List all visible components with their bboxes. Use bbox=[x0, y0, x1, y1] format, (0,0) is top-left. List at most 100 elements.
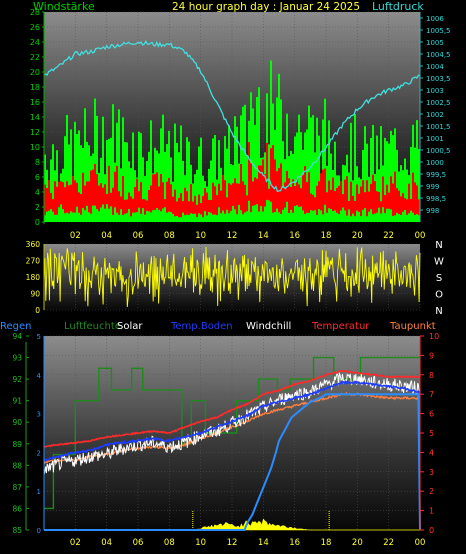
wind-mean-bar bbox=[180, 193, 182, 218]
wind-mean-bar bbox=[184, 187, 186, 216]
wind-mean-bar bbox=[82, 172, 84, 208]
wind-mean-bar bbox=[106, 194, 108, 205]
wind-mean-bar bbox=[200, 202, 202, 215]
wind-gust-bar bbox=[186, 137, 188, 222]
wind-mean-bar bbox=[160, 173, 162, 212]
wind-gust-bar bbox=[228, 125, 230, 222]
pressure-tick-label: 1004,5 bbox=[426, 51, 451, 59]
wind-mean-bar bbox=[320, 173, 322, 211]
wind-gust-bar bbox=[290, 150, 292, 222]
wind-gust-bar bbox=[410, 147, 412, 222]
wind-mean-bar bbox=[388, 192, 390, 209]
wind-gust-bar bbox=[112, 104, 114, 222]
wind-tick-label: 10 bbox=[30, 143, 40, 152]
wind-mean-bar bbox=[102, 187, 104, 205]
wind-gust-bar bbox=[342, 164, 344, 222]
wind-mean-bar bbox=[264, 174, 266, 207]
wind-mean-bar bbox=[226, 197, 228, 210]
wind-gust-bar bbox=[376, 135, 378, 222]
graph-title: 24 hour graph day : Januar 24 2025 bbox=[172, 1, 360, 13]
wind-gust-bar bbox=[226, 148, 228, 222]
wind-x-tick-label: 02 bbox=[70, 231, 81, 241]
wind-gust-bar bbox=[122, 117, 124, 222]
wind-gust-bar bbox=[250, 92, 252, 222]
wind-gust-bar bbox=[400, 165, 402, 222]
wind-mean-bar bbox=[232, 183, 234, 206]
wind-gust-bar bbox=[50, 159, 52, 222]
wind-gust-bar bbox=[244, 104, 246, 222]
wind-gust-bar bbox=[314, 152, 316, 222]
wind-gust-bar bbox=[298, 114, 300, 222]
wind-gust-bar bbox=[178, 152, 180, 222]
wind-gust-bar bbox=[218, 140, 220, 222]
wind-gust-bar bbox=[388, 143, 390, 222]
wind-mean-bar bbox=[360, 186, 362, 217]
wind-tick-label: 20 bbox=[30, 68, 40, 77]
wind-gust-bar bbox=[52, 144, 54, 222]
wind-mean-bar bbox=[332, 177, 334, 212]
wind-mean-bar bbox=[94, 163, 96, 206]
wind-gust-bar bbox=[110, 137, 112, 222]
wind-mean-bar bbox=[78, 192, 80, 213]
wind-gust-bar bbox=[396, 149, 398, 222]
wind-mean-bar bbox=[308, 172, 310, 213]
wind-mean-bar bbox=[376, 191, 378, 213]
wind-mean-bar bbox=[116, 165, 118, 213]
temperature-tick-label: 1 bbox=[429, 507, 434, 516]
wind-mean-bar bbox=[274, 159, 276, 213]
wind-mean-bar bbox=[140, 182, 142, 214]
wind-mean-bar bbox=[354, 200, 356, 217]
wind-mean-bar bbox=[334, 191, 336, 211]
wind-mean-bar bbox=[296, 178, 298, 206]
wind-gust-bar bbox=[404, 158, 406, 222]
pressure-tick-label: 1005,5 bbox=[426, 27, 451, 35]
legend-entry: Temperatur bbox=[311, 321, 370, 332]
wind-mean-bar bbox=[170, 184, 172, 213]
wind-mean-bar bbox=[148, 190, 150, 212]
humidity-tick-label: 89 bbox=[12, 440, 22, 449]
wind-gust-bar bbox=[168, 130, 170, 222]
wind-mean-bar bbox=[154, 174, 156, 211]
wind-gust-bar bbox=[392, 135, 394, 222]
wind-mean-bar bbox=[212, 182, 214, 215]
wind-x-tick-label: 04 bbox=[101, 231, 112, 241]
wind-gust-bar bbox=[224, 135, 226, 222]
soil-temp-line bbox=[43, 379, 421, 463]
wind-gust-bar bbox=[258, 87, 260, 222]
wind-gust-bar bbox=[324, 98, 326, 222]
compass-label: O bbox=[435, 290, 443, 301]
pressure-tick-label: 998 bbox=[426, 207, 439, 215]
pressure-tick-label: 1002 bbox=[426, 111, 444, 119]
wind-tick-label: 22 bbox=[30, 53, 40, 62]
wind-mean-bar bbox=[118, 191, 120, 215]
wind-gust-bar bbox=[236, 126, 238, 222]
wind-mean-bar bbox=[234, 178, 236, 210]
temperature-tick-label: 4 bbox=[429, 448, 434, 457]
wind-mean-bar bbox=[74, 180, 76, 213]
pressure-tick-label: 1000,5 bbox=[426, 147, 451, 155]
wind-mean-bar bbox=[98, 185, 100, 212]
wind-mean-bar bbox=[394, 171, 396, 216]
pressure-tick-label: 1003 bbox=[426, 87, 444, 95]
wind-gust-bar bbox=[294, 136, 296, 222]
wind-gust-bar bbox=[180, 125, 182, 222]
wind-mean-bar bbox=[236, 183, 238, 215]
wind-mean-bar bbox=[54, 181, 56, 215]
humidity-tick-label: 92 bbox=[12, 375, 22, 384]
humidity-tick-label: 88 bbox=[12, 461, 22, 470]
wind-mean-bar bbox=[136, 178, 138, 213]
weather-x-tick-label: 10 bbox=[195, 538, 206, 548]
humidity-tick-label: 87 bbox=[12, 483, 22, 492]
weather-lines bbox=[43, 356, 421, 531]
wind-mean-bar bbox=[76, 182, 78, 207]
pressure-tick-label: 1003,5 bbox=[426, 75, 451, 83]
pressure-tick-label: 1002,5 bbox=[426, 99, 451, 107]
wind-mean-bar bbox=[326, 192, 328, 213]
weather-x-tick-label: 04 bbox=[101, 538, 112, 548]
direction-line bbox=[43, 246, 421, 308]
wind-gust-bar bbox=[256, 97, 258, 222]
wind-mean-bar bbox=[138, 191, 140, 208]
wind-gust-bar bbox=[212, 138, 214, 222]
wind-mean-bar bbox=[192, 201, 194, 214]
wind-tick-label: 24 bbox=[30, 38, 40, 47]
